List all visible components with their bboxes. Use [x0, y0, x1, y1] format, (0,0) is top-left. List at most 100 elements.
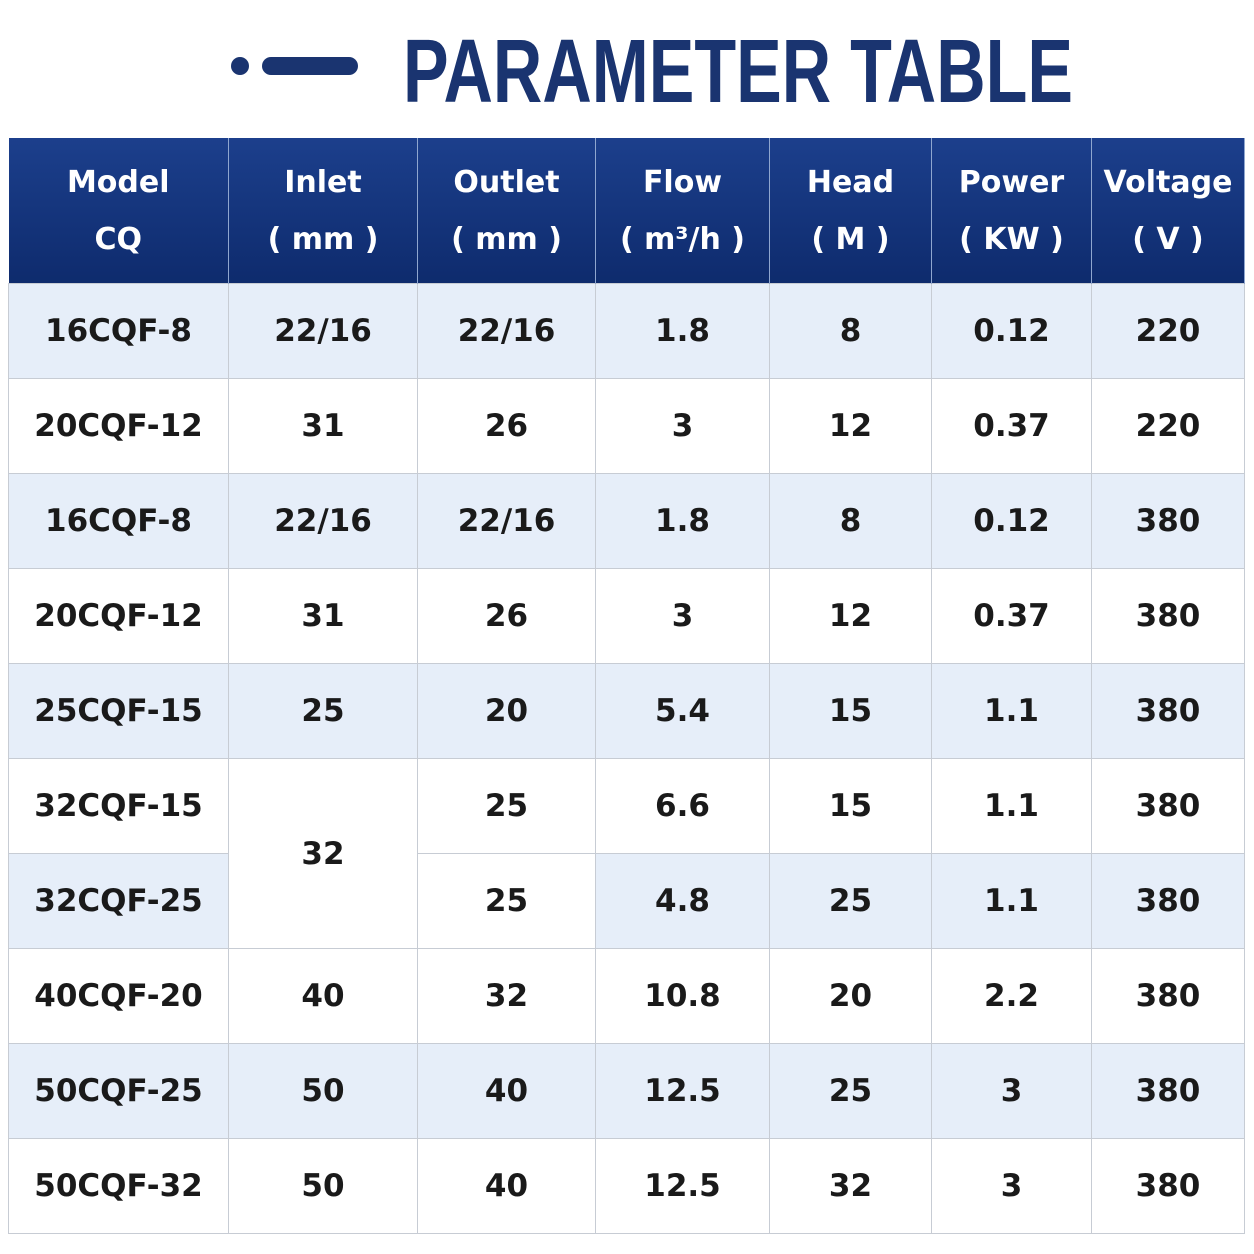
table-cell: 380: [1091, 853, 1245, 949]
header-line: Inlet: [284, 164, 362, 200]
table-cell: 32CQF-25: [8, 853, 229, 949]
header-line: ( V ): [1132, 221, 1204, 257]
table-cell: 16CQF-8: [8, 283, 229, 379]
header-line: ( m³/h ): [619, 221, 746, 257]
table-cell: 15: [769, 758, 932, 854]
title-area: PARAMETER TABLE: [231, 22, 1073, 122]
table-row: 20CQF-12 31 26 3 12 0.37 220: [8, 378, 1245, 474]
title-dash: [262, 57, 358, 75]
table-cell: 22/16: [417, 473, 596, 569]
table-cell: 15: [769, 663, 932, 759]
table-cell: 5.4: [595, 663, 770, 759]
table-cell: 1.1: [931, 663, 1092, 759]
header-row: Model CQ Inlet ( mm ) Outlet ( mm ) Flow ( m³/h…: [8, 138, 1245, 284]
table-cell: 31: [228, 568, 418, 664]
table-cell: 1.8: [595, 283, 770, 379]
header-line: CQ: [94, 221, 143, 257]
table-cell: 3: [931, 1138, 1092, 1234]
header-line: Model: [66, 164, 170, 200]
table-cell: 380: [1091, 473, 1245, 569]
table-cell: 12.5: [595, 1043, 770, 1139]
column-header: Power ( KW ): [931, 138, 1092, 284]
table-cell: 25: [417, 853, 596, 949]
column-header: Flow ( m³/h ): [595, 138, 770, 284]
table-cell: 26: [417, 378, 596, 474]
table-cell: 40: [417, 1043, 596, 1139]
table-cell: 25: [769, 853, 932, 949]
table-cell: 12: [769, 568, 932, 664]
table-cell: 380: [1091, 758, 1245, 854]
table-cell: 10.8: [595, 948, 770, 1044]
table-cell: 31: [228, 378, 418, 474]
table-cell: 20CQF-12: [8, 568, 229, 664]
header-line: Power: [958, 164, 1065, 200]
table-cell: 22/16: [228, 473, 418, 569]
table-cell: 6.6: [595, 758, 770, 854]
table-cell: 40: [417, 1138, 596, 1234]
table-cell: 0.12: [931, 283, 1092, 379]
table-cell: 25: [417, 758, 596, 854]
table-cell: 220: [1091, 378, 1245, 474]
title-dot: [231, 57, 249, 75]
table-cell: 32: [769, 1138, 932, 1234]
column-header: Outlet ( mm ): [417, 138, 596, 284]
table-cell: 25: [769, 1043, 932, 1139]
table-row: 50CQF-25 50 40 12.5 25 3 380: [8, 1043, 1245, 1139]
column-header: Inlet ( mm ): [228, 138, 418, 284]
table-cell: 3: [595, 378, 770, 474]
table-cell: 50CQF-32: [8, 1138, 229, 1234]
header-line: ( mm ): [267, 221, 379, 257]
table-row: 25CQF-15 25 20 5.4 15 1.1 380: [8, 663, 1245, 759]
table-cell: 0.37: [931, 378, 1092, 474]
table-cell: 380: [1091, 1138, 1245, 1234]
header-line: Outlet: [453, 164, 560, 200]
header-line: ( M ): [811, 221, 890, 257]
header-line: Voltage: [1103, 164, 1233, 200]
table-row: 50CQF-32 50 40 12.5 32 3 380: [8, 1138, 1245, 1234]
table-row: 16CQF-8 22/16 22/16 1.8 8 0.12 380: [8, 473, 1245, 569]
table-cell: 380: [1091, 568, 1245, 664]
table-cell: 20: [769, 948, 932, 1044]
table-cell: 16CQF-8: [8, 473, 229, 569]
table-cell: 3: [595, 568, 770, 664]
header-line: Flow: [642, 164, 723, 200]
header-line: ( mm ): [451, 221, 562, 257]
table-row: 40CQF-20 40 32 10.8 20 2.2 380: [8, 948, 1245, 1044]
table-cell: 50: [228, 1043, 418, 1139]
table-cell: 32: [417, 948, 596, 1044]
column-header: Model CQ: [8, 138, 229, 284]
table-cell: 380: [1091, 1043, 1245, 1139]
parameter-table: Model CQ Inlet ( mm ) Outlet ( mm ) Flow ( m³/h…: [8, 138, 1245, 1234]
table-cell: 26: [417, 568, 596, 664]
table-row: 16CQF-8 22/16 22/16 1.8 8 0.12 220: [8, 283, 1245, 379]
table-cell: 0.37: [931, 568, 1092, 664]
table-cell: 2.2: [931, 948, 1092, 1044]
table-cell: 32CQF-15: [8, 758, 229, 854]
table-row: 32CQF-25 25 4.8 25 1.1 380: [8, 853, 1245, 949]
table-cell: 22/16: [417, 283, 596, 379]
page-title: PARAMETER TABLE: [403, 22, 1073, 122]
table-cell: 1.8: [595, 473, 770, 569]
table-cell: 8: [769, 283, 932, 379]
table-body: 16CQF-8 22/16 22/16 1.8 8 0.12 220 20CQF-12 31 26…: [8, 283, 1245, 1234]
table-cell: 40: [228, 948, 418, 1044]
table-cell: 25: [228, 663, 418, 759]
table-row: 32CQF-15 32 25 6.6 15 1.1 380: [8, 758, 1245, 949]
table-cell: 12: [769, 378, 932, 474]
table-cell: 40CQF-20: [8, 948, 229, 1044]
table-cell: 1.1: [931, 853, 1092, 949]
header-line: ( KW ): [959, 221, 1064, 257]
table-cell: 20: [417, 663, 596, 759]
table-cell: 50: [228, 1138, 418, 1234]
column-header: Voltage ( V ): [1091, 138, 1245, 284]
table-row: 20CQF-12 31 26 3 12 0.37 380: [8, 568, 1245, 664]
table-cell: 32: [228, 758, 418, 949]
table-cell: 3: [931, 1043, 1092, 1139]
table-cell: 12.5: [595, 1138, 770, 1234]
column-header: Head ( M ): [769, 138, 932, 284]
table-cell: 50CQF-25: [8, 1043, 229, 1139]
table-cell: 8: [769, 473, 932, 569]
table-cell: 0.12: [931, 473, 1092, 569]
table-cell: 220: [1091, 283, 1245, 379]
